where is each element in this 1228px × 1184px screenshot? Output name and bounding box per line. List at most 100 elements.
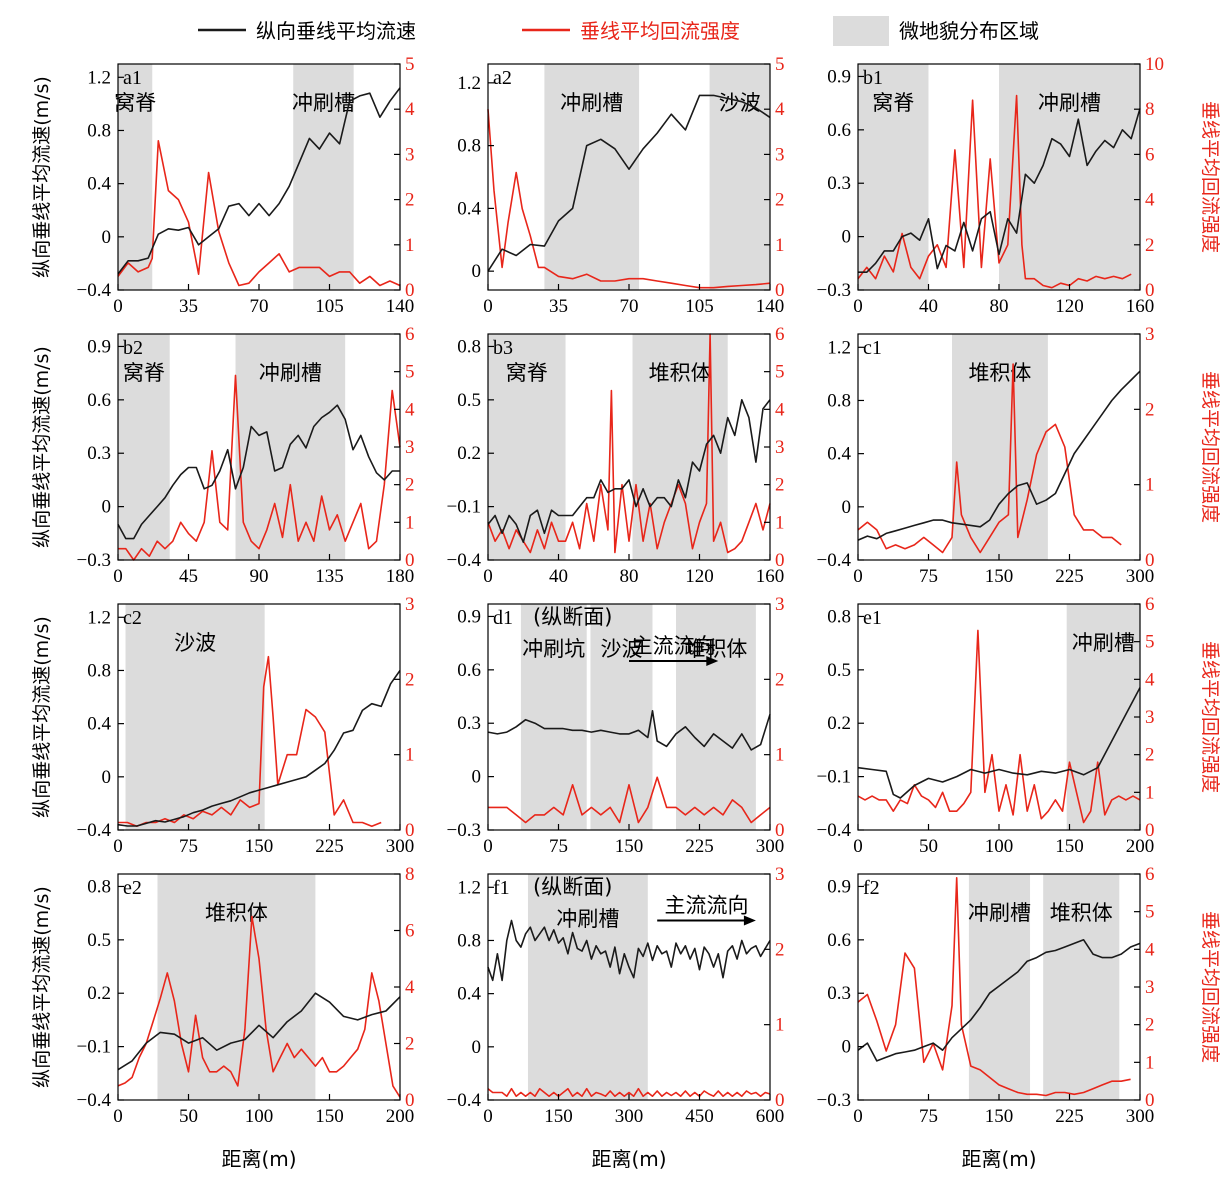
xtick-label-b2: 45: [179, 566, 198, 587]
y2tick-label-a2: 3: [775, 144, 785, 165]
ytick-label-b2: 0: [102, 497, 112, 518]
panel-id-b2: b2: [123, 337, 143, 359]
xtick-label-a2: 35: [549, 296, 568, 317]
region-label-f1: 冲刷槽: [556, 907, 619, 931]
xtick-label-e2: 200: [386, 1106, 415, 1127]
ytick-label-b1: −0.3: [817, 280, 851, 301]
y2tick-label-d1: 2: [775, 669, 785, 690]
panel-title-d1: (纵断面): [533, 605, 612, 629]
ytick-label-f2: 0.3: [827, 983, 851, 1004]
xtick-label-f2: 150: [985, 1106, 1014, 1127]
xtick-label-b3: 80: [620, 566, 639, 587]
ytick-label-c2: 1.2: [87, 607, 111, 628]
backflow-line-f1: [487, 1087, 771, 1097]
region-c2: [125, 604, 265, 830]
ytick-label-c1: 0.8: [827, 390, 851, 411]
ytick-label-d1: 0.6: [457, 660, 481, 681]
ytick-label-c1: −0.4: [817, 550, 852, 571]
xtick-label-b3: 40: [549, 566, 568, 587]
xtick-label-f2: 0: [853, 1106, 863, 1127]
xtick-label-c1: 75: [919, 566, 938, 587]
ytick-label-f2: 0: [842, 1037, 852, 1058]
ytick-label-a2: 1.2: [457, 73, 481, 94]
x-axis-label: 距离(m): [961, 1147, 1036, 1171]
y2tick-label-e1: 5: [1145, 632, 1155, 653]
x-axis-label: 距离(m): [221, 1147, 296, 1171]
panel-id-e1: e1: [863, 607, 882, 629]
y2tick-label-b1: 0: [1145, 280, 1155, 301]
y2tick-label-a1: 5: [405, 54, 415, 75]
y-left-axis-label: 纵向垂线平均流速(m/s): [31, 346, 53, 548]
y2tick-label-a1: 4: [405, 99, 415, 120]
region-label-a2: 沙波: [719, 91, 761, 115]
velocity-line-f2: [857, 938, 1141, 1062]
panel-e2: 堆积体 −0.4 −0.1 0.2 0.5 0.8 0 2 4 6 8 0 50 100 150 200 e2: [77, 864, 415, 1127]
y2tick-label-a1: 1: [405, 235, 415, 256]
xtick-label-d1: 300: [756, 836, 785, 857]
ytick-label-e2: 0.5: [87, 930, 111, 951]
region-f1: [527, 874, 648, 1100]
ytick-label-b3: 0.5: [457, 390, 481, 411]
xtick-label-a2: 70: [620, 296, 639, 317]
y2tick-label-e1: 0: [1145, 820, 1155, 841]
velocity-line-a2: [487, 94, 771, 272]
region-label-e2: 堆积体: [205, 901, 268, 925]
region-a1: [118, 64, 153, 290]
legend-region-swatch: [833, 16, 889, 46]
y-left-axis-label: 纵向垂线平均流速(m/s): [31, 886, 53, 1088]
ytick-label-c2: −0.4: [77, 820, 112, 841]
ytick-label-d1: 0.3: [457, 713, 481, 734]
y2tick-label-a2: 0: [775, 280, 785, 301]
y2tick-label-c2: 1: [405, 745, 415, 766]
y2tick-label-d1: 3: [775, 594, 785, 615]
xtick-label-f2: 225: [1055, 1106, 1084, 1127]
ytick-label-c1: 0.4: [827, 444, 851, 465]
y2tick-label-b1: 4: [1145, 190, 1155, 211]
ytick-label-e1: 0.5: [827, 660, 851, 681]
y2tick-label-b1: 8: [1145, 99, 1155, 120]
y2tick-label-f2: 1: [1145, 1052, 1155, 1073]
y-right-axis-label: 垂线平均回流强度: [1199, 641, 1221, 793]
y2tick-label-b2: 3: [405, 437, 415, 458]
ytick-label-c2: 0.4: [87, 714, 111, 735]
xtick-label-e1: 50: [919, 836, 938, 857]
velocity-line-b1: [858, 108, 1141, 274]
xtick-label-a1: 105: [315, 296, 344, 317]
xtick-label-b3: 160: [756, 566, 785, 587]
y2tick-label-b3: 5: [775, 362, 785, 383]
region-b3: [488, 334, 566, 560]
xtick-label-c2: 225: [315, 836, 344, 857]
xtick-label-e1: 150: [1055, 836, 1084, 857]
y2tick-label-b2: 4: [405, 399, 415, 420]
xtick-label-c2: 0: [113, 836, 123, 857]
ytick-label-b2: 0.6: [87, 390, 111, 411]
backflow-line-b1: [857, 94, 1132, 289]
y2tick-label-c1: 2: [1145, 399, 1155, 420]
xtick-label-c1: 0: [853, 566, 863, 587]
ytick-label-c1: 0: [842, 497, 852, 518]
x-axis-label: 距离(m): [591, 1147, 666, 1171]
region-label-f2: 冲刷槽: [968, 901, 1031, 925]
y2tick-label-b3: 2: [775, 475, 785, 496]
ytick-label-e1: −0.4: [817, 820, 852, 841]
y2tick-label-b3: 4: [775, 399, 785, 420]
y2tick-label-b1: 10: [1145, 54, 1164, 75]
y2tick-label-f2: 4: [1145, 939, 1155, 960]
xtick-label-c2: 75: [179, 836, 198, 857]
y2tick-label-b3: 1: [775, 512, 785, 533]
y2tick-label-a1: 2: [405, 190, 415, 211]
y-left-axis-label: 纵向垂线平均流速(m/s): [31, 616, 53, 818]
xtick-label-b2: 0: [113, 566, 123, 587]
xtick-label-b3: 120: [685, 566, 714, 587]
xtick-label-c1: 300: [1126, 566, 1155, 587]
region-label-c1: 堆积体: [968, 361, 1031, 385]
y2tick-label-e1: 3: [1145, 707, 1155, 728]
region-label-b3: 堆积体: [649, 361, 712, 385]
panel-b3: 窝脊 堆积体 −0.4 −0.1 0.2 0.5 0.8 0 1 2 3 4 5 6 0 40 80 120 160…: [447, 324, 785, 587]
panel-id-b1: b1: [863, 67, 883, 89]
